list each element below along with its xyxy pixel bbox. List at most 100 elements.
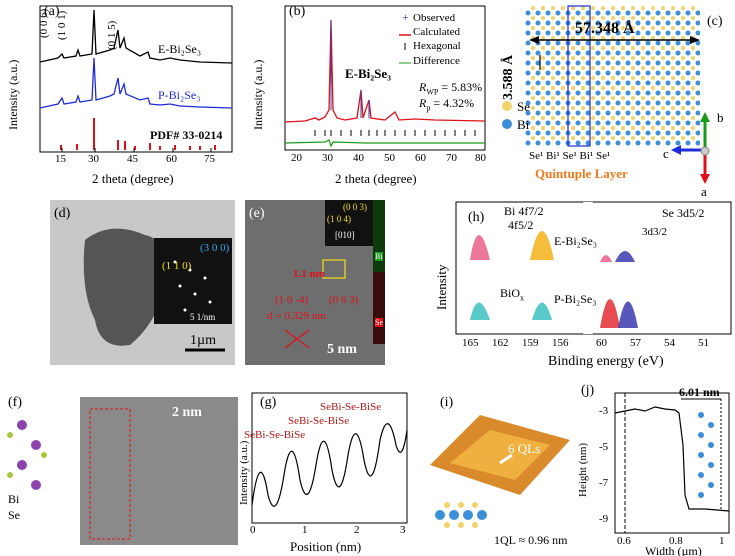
panel-e: (e) (0 0 3) (1 0 4) [010] 1.1 nm (1 0 -4… — [245, 200, 385, 365]
j-ytick-7: -7 — [599, 477, 609, 489]
panel-c-label: (c) — [707, 14, 723, 29]
h-xtick-57: 57 — [630, 337, 641, 349]
legend-observed: Observed — [413, 12, 456, 24]
j-ytick-5: -5 — [599, 441, 609, 453]
g-xtick-2: 2 — [354, 524, 360, 536]
panel-b-title: E-Bi₂Se₃ — [345, 66, 392, 81]
h-se-5-2: Se 3d5/2 — [662, 206, 705, 220]
j-xtick-06: 0.6 — [617, 535, 631, 547]
a-xtick-60: 60 — [166, 153, 177, 165]
series-p-label: P-Bi₂Se₃ — [158, 88, 201, 102]
e-zone: [010] — [335, 230, 355, 240]
h-bi-7-2: Bi 4f7/2 — [504, 204, 544, 218]
legend-hexagonal: Hexagonal — [413, 40, 461, 52]
panel-g-plot — [251, 392, 408, 524]
series-e-label: E-Bi₂Se₃ — [158, 42, 202, 56]
e-map-bi: Bi — [375, 252, 383, 261]
b-xtick-50: 50 — [384, 152, 395, 164]
pdf-label: PDF# 33-0214 — [150, 128, 223, 142]
e-plane-1: (1 0 -4) — [275, 294, 308, 306]
panel-h-ylabel: Intensity — [434, 264, 449, 311]
a-xtick-15: 15 — [55, 153, 66, 165]
e-index-104: (1 0 4) — [327, 214, 351, 224]
dim-3588: 3.588 Å — [501, 54, 516, 100]
b-xtick-30: 30 — [322, 152, 333, 164]
peak-006: (0 0 6) — [38, 8, 50, 38]
b-xtick-20: 20 — [291, 152, 302, 164]
a-xtick-45: 45 — [127, 153, 138, 165]
panel-g-ylabel: Intensity (a.u.) — [238, 440, 250, 505]
axis-c: c — [663, 146, 669, 161]
g-annot-3: SeBi-Se-BiSe — [320, 401, 382, 413]
panel-a-plot — [39, 5, 233, 153]
dim-57: 57.348 Å — [575, 20, 635, 37]
legend-se: Se — [517, 99, 530, 114]
rp-text: Rp = 4.32% — [419, 96, 475, 113]
panel-j: (j) 6.01 nm Height (nm) -3 -5 -7 -9 0.6 … — [575, 383, 735, 556]
panel-b: + (b) Observed Calculated Hexagonal Diff… — [245, 0, 495, 195]
d-index-110: (1 1 0) — [162, 260, 192, 272]
j-ytick-3: -3 — [599, 405, 609, 417]
i-ql: 6 QLs — [508, 441, 541, 456]
panel-a-ylabel: Intensity (a.u.) — [6, 59, 20, 130]
h-xtick-51: 51 — [698, 337, 709, 349]
panel-c: (c) 57.348 Å 3.588 Å Se Bi Se¹ Bi¹ Se¹ B… — [495, 0, 735, 199]
panel-b-ylabel: Intensity (a.u.) — [251, 59, 265, 130]
panel-g: (g) SeBi-Se-BiSe SeBi-Se-BiSe SeBi-Se-Bi… — [238, 385, 415, 556]
h-xtick-162: 162 — [492, 337, 509, 349]
panel-j-xlabel: Width (µm) — [645, 544, 702, 556]
panel-i-label: (i) — [440, 395, 454, 410]
h-biox: BiOx — [500, 286, 525, 303]
h-e-label: E-Bi₂Se₃ — [554, 234, 598, 248]
h-se-3-2: 3d3/2 — [642, 226, 668, 238]
h-bi-5-2: 4f5/2 — [508, 218, 534, 232]
g-xtick-0: 0 — [250, 524, 256, 536]
f-se: Se — [8, 508, 20, 522]
ql-atoms: Se¹ Bi¹ Se¹ Bi¹ Se¹ — [529, 150, 611, 162]
h-xtick-54: 54 — [664, 337, 675, 349]
panel-h-xps — [455, 201, 732, 335]
j-xtick-1: 1 — [719, 535, 725, 547]
h-xtick-165: 165 — [462, 337, 479, 349]
f-bi: Bi — [8, 492, 20, 506]
panel-f-image — [7, 397, 238, 545]
b-xtick-60: 60 — [415, 152, 426, 164]
ql-label: Quintuple Layer — [535, 166, 628, 181]
e-dspacing: d = 0.329 nm — [267, 310, 326, 322]
e-scale: 5 nm — [327, 342, 357, 357]
panel-a-xlabel: 2 theta (degree) — [92, 171, 174, 186]
panel-g-xlabel: Position (nm) — [290, 539, 362, 554]
j-ytick-9: -9 — [599, 513, 609, 525]
rwp-text: RWP = 5.83% — [419, 80, 483, 97]
f-scale: 2 nm — [172, 405, 202, 420]
panel-b-xlabel: 2 theta (degree) — [335, 171, 417, 186]
panel-d-tem — [83, 228, 232, 352]
i-qlnote: 1QL ≈ 0.96 nm — [494, 533, 568, 547]
b-xtick-40: 40 — [353, 152, 364, 164]
panel-e-hrtem — [284, 200, 385, 349]
h-p-label: P-Bi₂Se₃ — [554, 292, 597, 306]
svg-text:+: + — [402, 10, 409, 24]
panel-b-plot: + — [284, 5, 486, 151]
d-inset-scale: 5 1/nm — [190, 312, 216, 322]
peak-015: (0 1 5) — [106, 20, 118, 50]
a-xtick-30: 30 — [88, 153, 99, 165]
b-xtick-80: 80 — [475, 152, 486, 164]
panel-j-ylabel: Height (nm) — [577, 442, 589, 497]
panel-e-label: (e) — [249, 206, 265, 221]
panel-g-label: (g) — [260, 395, 277, 410]
axis-b: b — [717, 110, 724, 125]
d-index-300: (3 0 0) — [200, 242, 230, 254]
e-d-label: 1.1 nm — [293, 268, 325, 280]
panel-h-xlabel: Binding energy (eV) — [548, 354, 664, 369]
panel-f: (f) 2 nm Bi Se — [0, 385, 240, 556]
panel-h: (h) Bi 4f7/2 4f5/2 Se 3d5/2 3d3/2 E-Bi₂S… — [420, 200, 735, 378]
panel-b-label: (b) — [289, 4, 306, 19]
e-map-se: Se — [375, 318, 383, 327]
panel-a-label: (a) — [44, 4, 60, 19]
panel-c-structure — [502, 5, 710, 184]
peak-101: (1 0 1) — [56, 10, 68, 40]
g-xtick-3: 3 — [400, 524, 406, 536]
h-xtick-156: 156 — [552, 337, 569, 349]
g-xtick-1: 1 — [302, 524, 308, 536]
